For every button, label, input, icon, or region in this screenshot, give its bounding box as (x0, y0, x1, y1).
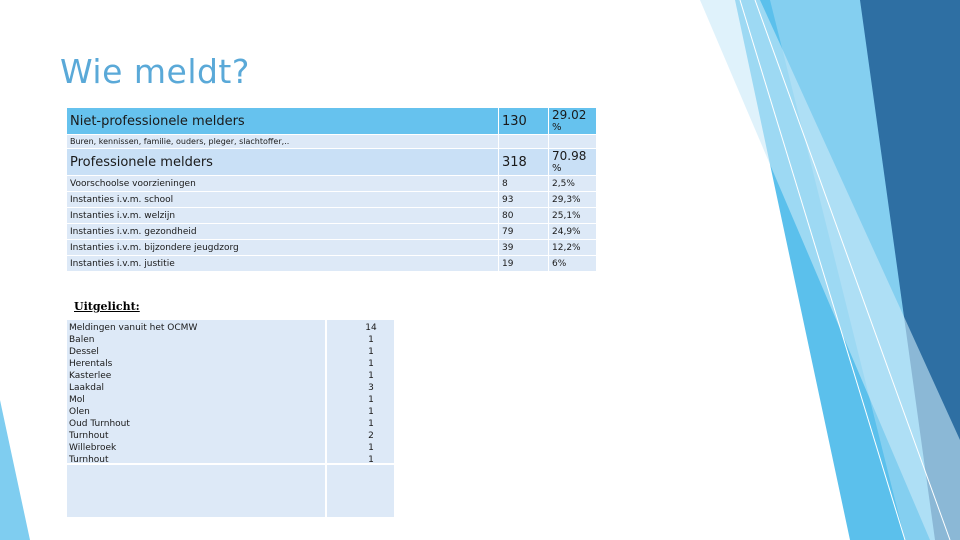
percentage-unit: % (552, 122, 562, 133)
percentage-unit: % (552, 163, 562, 174)
row-divider (67, 463, 394, 465)
row-count: 93 (498, 191, 549, 208)
percentage-value: 70.98 (552, 149, 587, 163)
row-label: Instanties i.v.m. justitie (66, 255, 499, 272)
percentage-value: 25,1% (552, 210, 581, 221)
list-item: Mol 1 (69, 394, 389, 406)
row-percentage: 29,3% (548, 191, 597, 208)
row-count: 80 (498, 207, 549, 224)
row-percentage (548, 134, 597, 149)
percentage-value: 6% (552, 258, 567, 269)
row-percentage: 29.02% (548, 107, 597, 135)
list-item: Herentals 1 (69, 358, 389, 370)
row-count: 39 (498, 239, 549, 256)
ocmw-value: 1 (368, 407, 374, 417)
deco-band-faint (700, 0, 960, 540)
ocmw-name: Olen (69, 407, 90, 417)
ocmw-value: 2 (368, 431, 374, 441)
row-label: Instanties i.v.m. school (66, 191, 499, 208)
row-percentage: 70.98% (548, 148, 597, 176)
column-divider (325, 320, 327, 517)
deco-line (754, 0, 951, 540)
row-percentage: 12,2% (548, 239, 597, 256)
table-row: Professionele melders 318 70.98% (66, 148, 597, 176)
list-item: Turnhout 1 (69, 454, 389, 466)
table-row: Niet-professionele melders 130 29.02% (66, 107, 597, 135)
row-percentage: 25,1% (548, 207, 597, 224)
row-percentage: 2,5% (548, 175, 597, 192)
row-label: Buren, kennissen, familie, ouders, plege… (66, 134, 499, 149)
row-label: Voorschoolse voorzieningen (66, 175, 499, 192)
list-item: Laakdal 3 (69, 382, 389, 394)
table-row: Instanties i.v.m. school 93 29,3% (66, 191, 597, 208)
ocmw-name: Balen (69, 335, 95, 345)
row-count (498, 134, 549, 149)
percentage-value: 12,2% (552, 242, 581, 253)
ocmw-name: Turnhout (69, 431, 109, 441)
melders-table: Niet-professionele melders 130 29.02% Buren… (66, 107, 597, 272)
row-label: Professionele melders (66, 148, 499, 176)
ocmw-value: 1 (368, 443, 374, 453)
uitgelicht-heading: Uitgelicht: (74, 300, 140, 313)
table-row: Voorschoolse voorzieningen 8 2,5% (66, 175, 597, 192)
ocmw-name: Laakdal (69, 383, 104, 393)
ocmw-value: 3 (368, 383, 374, 393)
table-row: Instanties i.v.m. justitie 19 6% (66, 255, 597, 272)
list-item: Willebroek 1 (69, 442, 389, 454)
row-count: 318 (498, 148, 549, 176)
list-item: Kasterlee 1 (69, 370, 389, 382)
list-item: Turnhout 2 (69, 430, 389, 442)
list-item: Dessel 1 (69, 346, 389, 358)
row-count: 8 (498, 175, 549, 192)
deco-corner (0, 400, 30, 540)
table-row: Buren, kennissen, familie, ouders, plege… (66, 134, 597, 149)
row-count: 19 (498, 255, 549, 272)
ocmw-name: Dessel (69, 347, 99, 357)
row-percentage: 24,9% (548, 223, 597, 240)
row-count: 130 (498, 107, 549, 135)
list-item: Meldingen vanuit het OCMW 14 (69, 322, 389, 334)
percentage-value: 29.02 (552, 108, 587, 122)
ocmw-value: 1 (368, 359, 374, 369)
ocmw-value: 1 (368, 347, 374, 357)
ocmw-name: Oud Turnhout (69, 419, 130, 429)
table-row: Instanties i.v.m. bijzondere jeugdzorg 39… (66, 239, 597, 256)
ocmw-name: Meldingen vanuit het OCMW (69, 323, 198, 333)
row-count: 79 (498, 223, 549, 240)
ocmw-value: 1 (368, 419, 374, 429)
list-item: Balen 1 (69, 334, 389, 346)
percentage-value: 24,9% (552, 226, 581, 237)
page-title: Wie meldt? (60, 52, 250, 91)
row-label: Instanties i.v.m. bijzondere jeugdzorg (66, 239, 499, 256)
row-label: Instanties i.v.m. gezondheid (66, 223, 499, 240)
ocmw-value: 1 (368, 335, 374, 345)
ocmw-name: Herentals (69, 359, 113, 369)
ocmw-value: 14 (365, 323, 377, 333)
deco-line (739, 0, 906, 540)
list-item: Olen 1 (69, 406, 389, 418)
ocmw-value: 1 (368, 455, 374, 465)
ocmw-value: 1 (368, 371, 374, 381)
list-item: Oud Turnhout 1 (69, 418, 389, 430)
ocmw-table: Meldingen vanuit het OCMW 14 Balen 1 Dessel 1… (67, 320, 394, 517)
ocmw-name: Kasterlee (69, 371, 112, 381)
percentage-value: 2,5% (552, 178, 575, 189)
table-row: Instanties i.v.m. gezondheid 79 24,9% (66, 223, 597, 240)
ocmw-name: Turnhout (69, 455, 109, 465)
row-label: Instanties i.v.m. welzijn (66, 207, 499, 224)
ocmw-value: 1 (368, 395, 374, 405)
percentage-value: 29,3% (552, 194, 581, 205)
row-label: Niet-professionele melders (66, 107, 499, 135)
ocmw-name: Mol (69, 395, 85, 405)
row-percentage: 6% (548, 255, 597, 272)
ocmw-name: Willebroek (69, 443, 117, 453)
table-row: Instanties i.v.m. welzijn 80 25,1% (66, 207, 597, 224)
